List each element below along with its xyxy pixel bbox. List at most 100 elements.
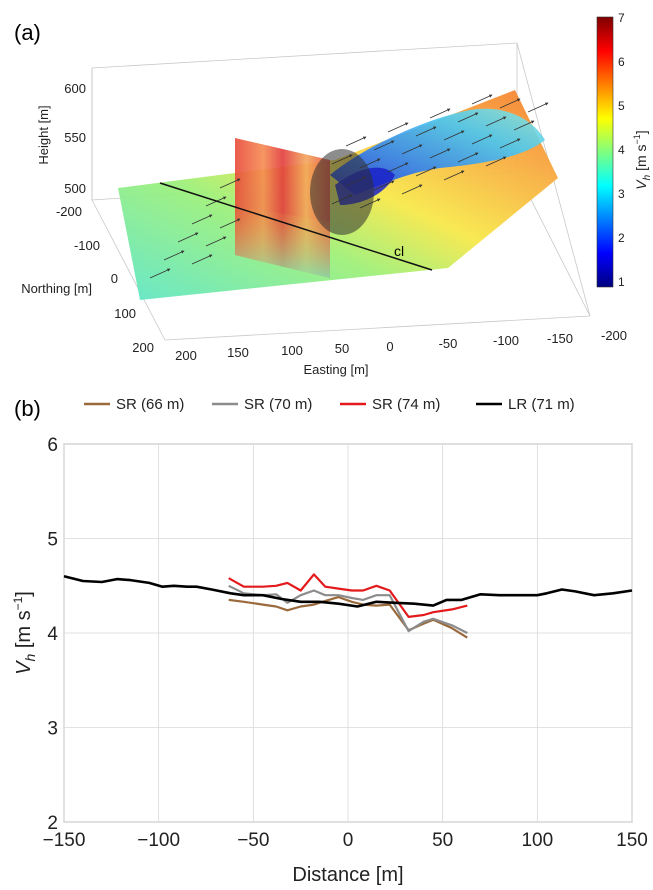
z-tick-label: 550 [64, 130, 86, 145]
series-line [63, 575, 633, 608]
y-tick-label: 100 [114, 306, 136, 321]
pitot-disk [310, 149, 374, 235]
wind-arrow [177, 232, 199, 243]
series-line [228, 573, 468, 619]
wind-arrow [373, 140, 395, 151]
y-axis-label: Northing [m] [21, 281, 92, 296]
y-tick-label: 4 [47, 624, 58, 645]
wind-arrow [429, 108, 451, 119]
legend-label: LR (71 m) [508, 396, 575, 413]
grid [63, 443, 633, 823]
wind-arrow [485, 116, 507, 127]
y-tick-label: 3 [47, 719, 58, 740]
colorbar-tick: 3 [618, 187, 625, 201]
x-tick-label: 100 [281, 343, 303, 358]
y-tick-label: 200 [132, 340, 154, 355]
panel-b-label: (b) [14, 396, 41, 421]
wind-arrow [415, 166, 437, 177]
colorbar-tick: 7 [618, 11, 625, 25]
y-axis-label: Vh [m s−1] [11, 591, 38, 675]
wind-arrows [149, 94, 549, 279]
wind-arrow [443, 130, 465, 141]
x-tick-label: −150 [43, 830, 86, 851]
wind-arrow [219, 178, 241, 189]
panel-a-label: (a) [14, 20, 41, 45]
y-ticks: 2 3 4 5 6 [47, 435, 58, 834]
wind-arrow [457, 112, 479, 123]
y-tick-label: 6 [47, 435, 58, 456]
wind-arrow [429, 148, 451, 159]
wind-arrow [443, 170, 465, 181]
colorbar-tick: 6 [618, 55, 625, 69]
y-tick-label: 0 [111, 271, 118, 286]
wind-arrow [401, 184, 423, 195]
wind-arrow [471, 134, 493, 145]
wind-arrow [191, 214, 213, 225]
x-tick-label: -200 [601, 328, 627, 343]
wind-arrow [373, 180, 395, 191]
wind-arrow [457, 152, 479, 163]
x-axis-label: Distance [m] [292, 864, 403, 885]
panel-b: (b) SR (66 m) SR (70 m) SR (74 m) LR (71 m)… [11, 396, 648, 886]
x-tick-label: 0 [386, 339, 393, 354]
legend: SR (66 m) SR (70 m) SR (74 m) LR (71 m) [84, 396, 575, 413]
x-tick-label: −50 [237, 830, 269, 851]
wind-arrow [205, 236, 227, 247]
wind-arrow [485, 156, 507, 167]
wind-arrow [499, 98, 521, 109]
wind-arrow [387, 122, 409, 133]
wind-arrow [163, 250, 185, 261]
wind-arrow [219, 218, 241, 229]
x-tick-label: 50 [432, 830, 453, 851]
legend-label: SR (70 m) [244, 396, 312, 413]
wind-arrow [401, 144, 423, 155]
wind-arrow [345, 136, 367, 147]
x-tick-label: 150 [616, 830, 648, 851]
wind-arrow [359, 198, 381, 209]
centerline-label: cl [394, 243, 404, 259]
y-tick-label: 5 [47, 530, 58, 551]
x-tick-label: -100 [493, 333, 519, 348]
wind-arrow [191, 254, 213, 265]
x-axis: 200 150 100 50 0 -50 -100 -150 -200 East… [175, 328, 627, 377]
x-axis-label: Easting [m] [303, 362, 368, 377]
colorbar-label: Vh [m s−1] [632, 130, 653, 189]
wind-arrow [345, 176, 367, 187]
x-tick-label: −100 [137, 830, 180, 851]
x-tick-label: 200 [175, 348, 197, 363]
x-ticks: −150 −100 −50 0 50 100 150 [43, 830, 648, 851]
centerline [159, 182, 433, 271]
legend-label: SR (74 m) [372, 396, 440, 413]
panel-a: (a) [14, 11, 653, 377]
x-tick-label: -50 [439, 336, 458, 351]
y-axis: -200 -100 0 100 200 Northing [m] [21, 204, 154, 355]
x-tick-label: 150 [227, 345, 249, 360]
x-tick-label: 0 [343, 830, 354, 851]
wind-arrow [471, 94, 493, 105]
y-tick-label: 2 [47, 813, 58, 834]
vertical-slice [235, 138, 330, 278]
wind-arrow [415, 126, 437, 137]
colorbar-tick: 4 [618, 143, 625, 157]
x-tick-label: 50 [335, 341, 349, 356]
colorbar-tick: 5 [618, 99, 625, 113]
wind-arrow [527, 102, 549, 113]
colorbar-tick: 1 [618, 275, 625, 289]
z-tick-label: 500 [64, 181, 86, 196]
wind-arrow [499, 138, 521, 149]
x-tick-label: 100 [521, 830, 553, 851]
y-tick-label: -200 [56, 204, 82, 219]
wind-arrow [149, 268, 171, 279]
z-axis-label: Height [m] [36, 105, 51, 164]
wind-arrow [387, 162, 409, 173]
colorbar: 7 6 5 4 3 2 1 Vh [m s−1] [596, 11, 653, 289]
series-line [228, 595, 468, 639]
legend-label: SR (66 m) [116, 396, 184, 413]
y-tick-label: -100 [74, 238, 100, 253]
z-tick-label: 600 [64, 81, 86, 96]
wind-arrow [331, 154, 353, 165]
series-lines [63, 573, 633, 639]
x-tick-label: -150 [547, 331, 573, 346]
wind-arrow [513, 120, 535, 131]
